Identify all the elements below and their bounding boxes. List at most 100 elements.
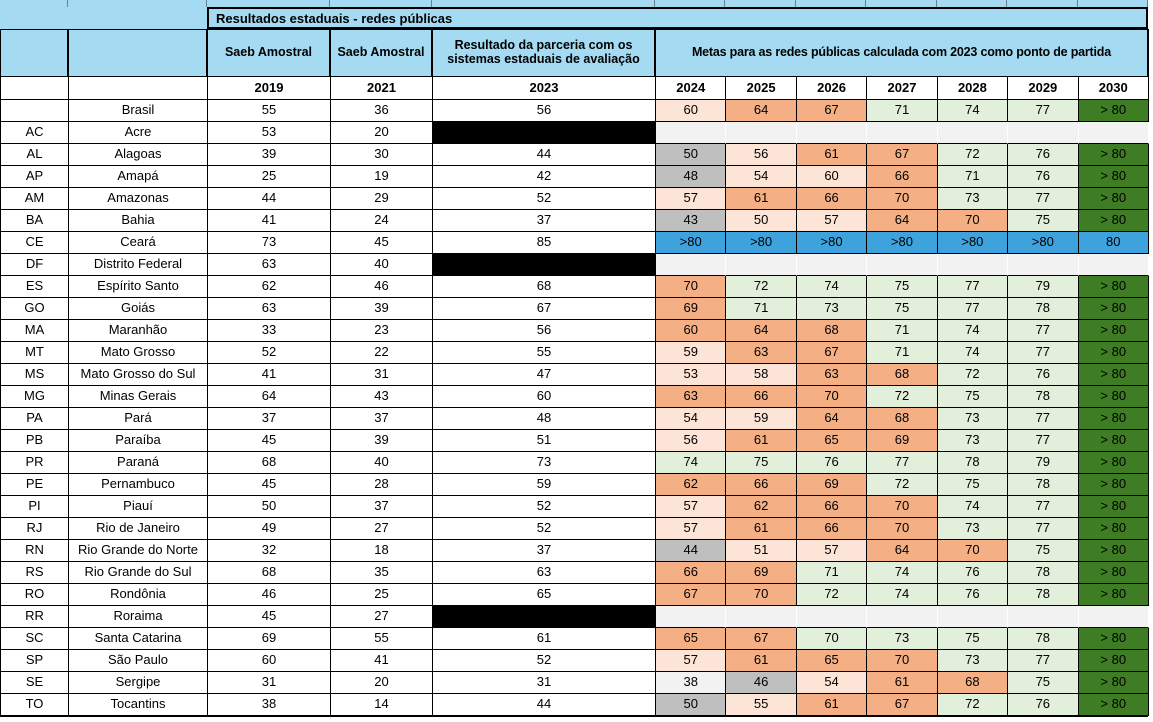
meta-2027-cell[interactable]: 61 (867, 672, 938, 694)
meta-2030-cell[interactable] (1078, 122, 1149, 144)
meta-2025-cell[interactable]: 55 (726, 694, 797, 716)
meta-2025-cell[interactable]: 61 (726, 650, 797, 672)
saeb-2021-cell[interactable]: 31 (331, 364, 433, 386)
resultado-2023-cell[interactable]: 44 (433, 694, 656, 716)
saeb-2021-cell[interactable]: 37 (331, 496, 433, 518)
meta-2027-cell[interactable]: 69 (867, 430, 938, 452)
meta-2029-cell[interactable]: 78 (1008, 474, 1079, 496)
saeb-2019-cell[interactable]: 41 (208, 364, 331, 386)
saeb-2019-cell[interactable]: 39 (208, 144, 331, 166)
state-name-cell[interactable]: Distrito Federal (69, 254, 208, 276)
year-empty-name[interactable] (69, 77, 208, 100)
meta-2024-cell[interactable]: 57 (656, 188, 727, 210)
meta-2024-cell[interactable]: 65 (656, 628, 727, 650)
saeb-2019-cell[interactable]: 64 (208, 386, 331, 408)
saeb-2021-cell[interactable]: 29 (331, 188, 433, 210)
saeb-2021-cell[interactable]: 27 (331, 518, 433, 540)
resultado-2023-cell[interactable] (433, 254, 656, 276)
meta-2025-cell[interactable]: 66 (726, 386, 797, 408)
meta-2028-cell[interactable]: 77 (937, 298, 1009, 320)
meta-2027-cell[interactable]: 70 (867, 188, 938, 210)
saeb-2019-cell[interactable]: 45 (208, 606, 331, 628)
meta-2025-cell[interactable]: 64 (726, 100, 797, 122)
meta-2029-cell[interactable]: 75 (1008, 672, 1079, 694)
meta-2027-cell[interactable]: 68 (867, 408, 938, 430)
state-code-cell[interactable]: PB (1, 430, 69, 452)
meta-2028-cell[interactable]: 73 (937, 518, 1009, 540)
year-2028[interactable]: 2028 (937, 77, 1009, 100)
state-code-cell[interactable]: ES (1, 276, 69, 298)
meta-2027-cell[interactable]: 68 (867, 364, 938, 386)
meta-2025-cell[interactable]: 63 (726, 342, 797, 364)
meta-2027-cell[interactable]: 73 (867, 628, 938, 650)
meta-2030-cell[interactable]: > 80 (1078, 584, 1149, 606)
meta-2025-cell[interactable]: 72 (726, 276, 797, 298)
meta-2025-cell[interactable]: 58 (726, 364, 797, 386)
meta-2025-cell[interactable] (726, 606, 797, 628)
meta-2026-cell[interactable]: 70 (796, 386, 868, 408)
meta-2025-cell[interactable]: 61 (726, 430, 797, 452)
meta-2024-cell[interactable]: 54 (656, 408, 727, 430)
meta-2030-cell[interactable]: > 80 (1078, 496, 1149, 518)
meta-2029-cell[interactable]: 77 (1008, 188, 1079, 210)
meta-2024-cell[interactable]: 60 (656, 100, 727, 122)
header-saeb-2019[interactable]: Saeb Amostral (208, 29, 331, 77)
saeb-2019-cell[interactable]: 33 (208, 320, 331, 342)
state-code-cell[interactable]: RN (1, 540, 69, 562)
meta-2029-cell[interactable]: 79 (1008, 452, 1079, 474)
meta-2025-cell[interactable]: 67 (726, 628, 797, 650)
meta-2026-cell[interactable] (796, 122, 868, 144)
meta-2028-cell[interactable]: 72 (937, 364, 1009, 386)
resultado-2023-cell[interactable] (433, 606, 656, 628)
meta-2030-cell[interactable]: > 80 (1078, 386, 1149, 408)
resultado-2023-cell[interactable]: 42 (433, 166, 656, 188)
meta-2026-cell[interactable]: 68 (796, 320, 868, 342)
meta-2028-cell[interactable]: 78 (937, 452, 1009, 474)
meta-2028-cell[interactable]: 75 (937, 474, 1009, 496)
resultado-2023-cell[interactable]: 37 (433, 210, 656, 232)
saeb-2021-cell[interactable]: 43 (331, 386, 433, 408)
meta-2030-cell[interactable]: > 80 (1078, 276, 1149, 298)
meta-2027-cell[interactable]: 70 (867, 496, 938, 518)
state-code-cell[interactable]: RJ (1, 518, 69, 540)
year-2029[interactable]: 2029 (1008, 77, 1079, 100)
saeb-2019-cell[interactable]: 53 (208, 122, 331, 144)
meta-2029-cell[interactable]: 78 (1008, 584, 1079, 606)
saeb-2019-cell[interactable]: 41 (208, 210, 331, 232)
meta-2030-cell[interactable]: > 80 (1078, 540, 1149, 562)
meta-2026-cell[interactable]: 54 (796, 672, 868, 694)
meta-2026-cell[interactable]: 66 (796, 496, 868, 518)
state-name-cell[interactable]: Amapá (69, 166, 208, 188)
meta-2025-cell[interactable]: 54 (726, 166, 797, 188)
meta-2030-cell[interactable]: > 80 (1078, 298, 1149, 320)
state-name-cell[interactable]: Amazonas (69, 188, 208, 210)
meta-2028-cell[interactable]: 74 (937, 342, 1009, 364)
meta-2029-cell[interactable]: 78 (1008, 628, 1079, 650)
meta-2030-cell[interactable]: > 80 (1078, 188, 1149, 210)
meta-2024-cell[interactable]: 43 (656, 210, 727, 232)
state-name-cell[interactable]: Espírito Santo (69, 276, 208, 298)
meta-2029-cell[interactable]: 76 (1008, 166, 1079, 188)
meta-2024-cell[interactable]: 70 (656, 276, 727, 298)
meta-2024-cell[interactable]: 57 (656, 650, 727, 672)
meta-2030-cell[interactable]: 80 (1078, 232, 1149, 254)
state-code-cell[interactable]: AC (1, 122, 69, 144)
meta-2026-cell[interactable]: 63 (796, 364, 868, 386)
state-name-cell[interactable]: Pará (69, 408, 208, 430)
meta-2030-cell[interactable] (1078, 254, 1149, 276)
meta-2029-cell[interactable]: 75 (1008, 210, 1079, 232)
saeb-2021-cell[interactable]: 35 (331, 562, 433, 584)
resultado-2023-cell[interactable]: 73 (433, 452, 656, 474)
state-code-cell[interactable]: GO (1, 298, 69, 320)
meta-2029-cell[interactable]: 78 (1008, 386, 1079, 408)
meta-2024-cell[interactable]: 60 (656, 320, 727, 342)
meta-2025-cell[interactable]: 61 (726, 518, 797, 540)
meta-2025-cell[interactable]: 59 (726, 408, 797, 430)
meta-2030-cell[interactable]: > 80 (1078, 144, 1149, 166)
meta-2029-cell[interactable]: 75 (1008, 540, 1079, 562)
meta-2028-cell[interactable] (937, 606, 1009, 628)
meta-2027-cell[interactable]: 71 (867, 320, 938, 342)
meta-2027-cell[interactable]: 64 (867, 540, 938, 562)
state-name-cell[interactable]: Brasil (69, 100, 208, 122)
saeb-2019-cell[interactable]: 69 (208, 628, 331, 650)
